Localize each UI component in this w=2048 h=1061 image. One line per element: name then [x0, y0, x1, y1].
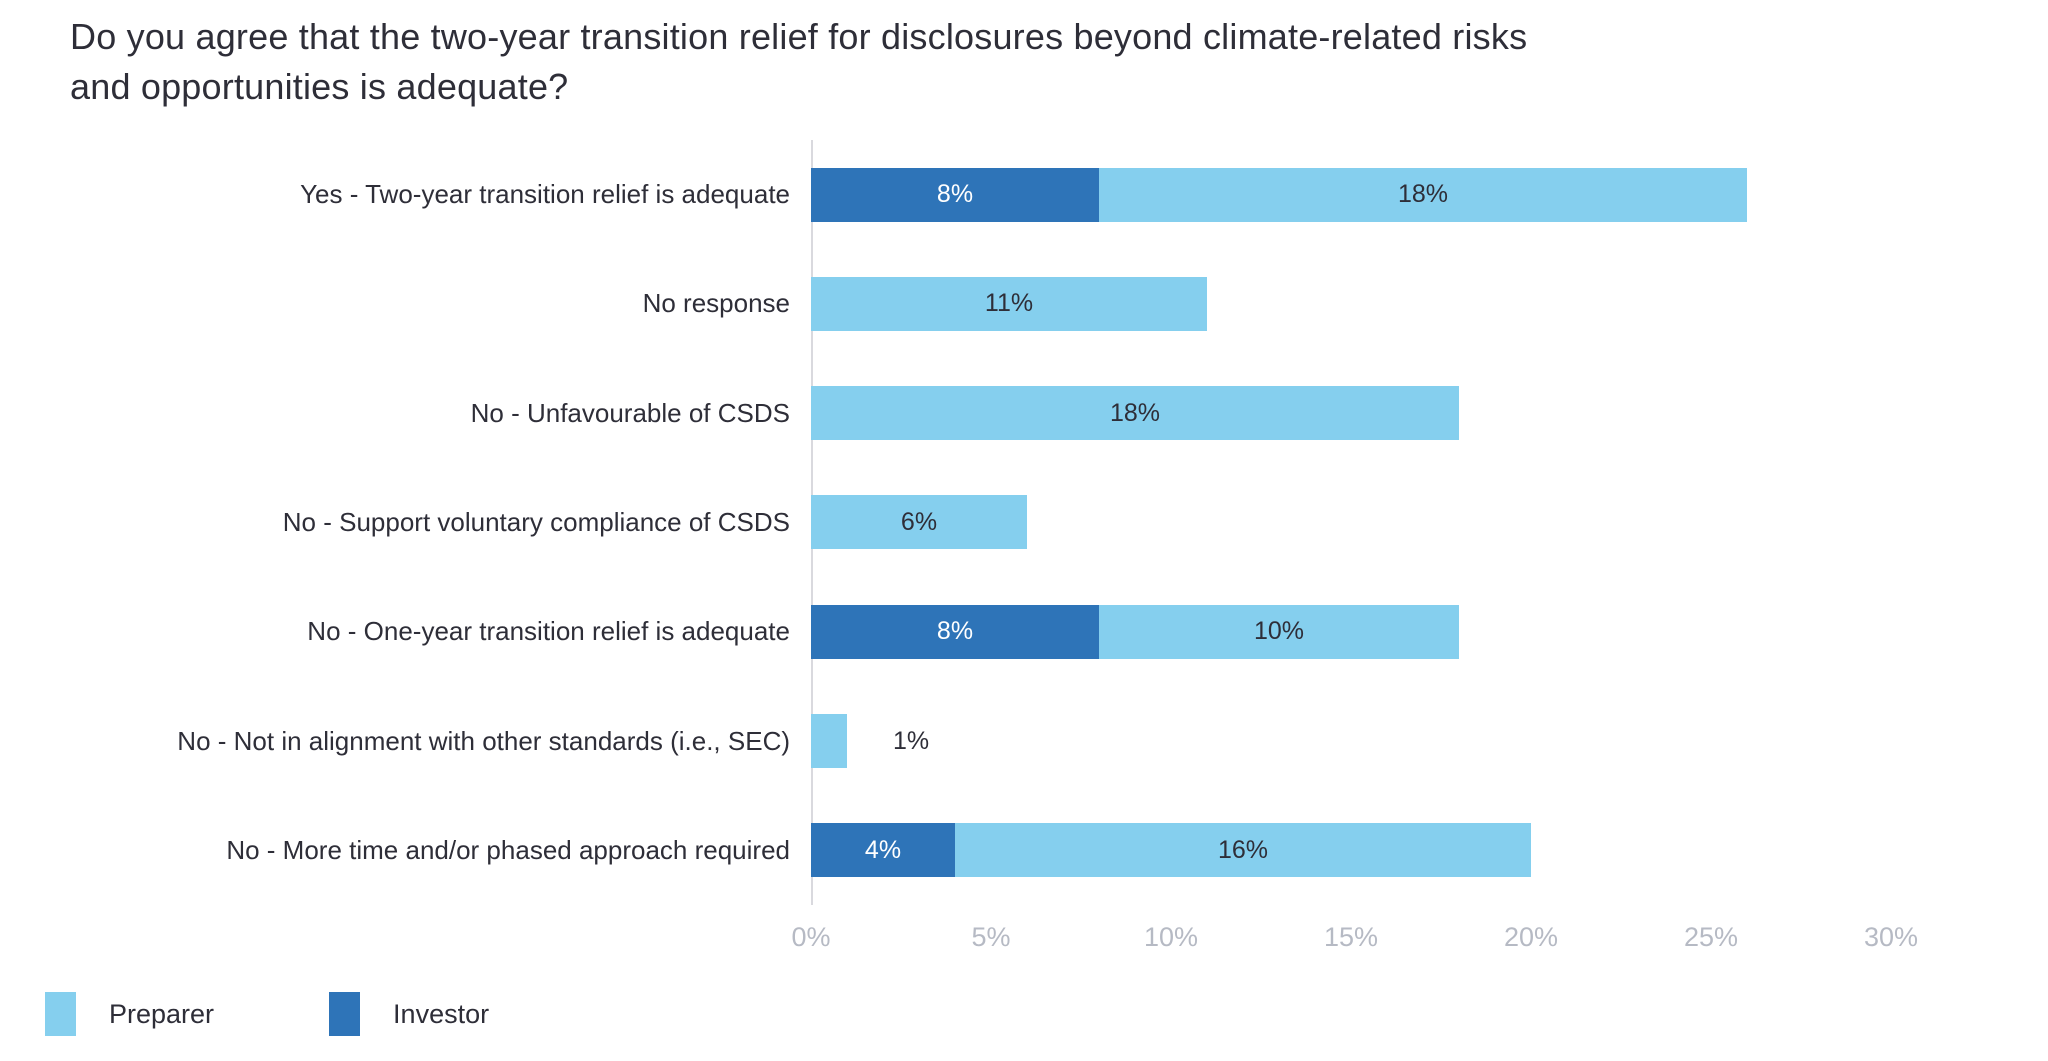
- chart-title-line2: and opportunities is adequate?: [70, 66, 569, 107]
- chart-row: No - Not in alignment with other standar…: [0, 686, 2048, 795]
- bar-segment-preparer: 18%: [811, 386, 1459, 441]
- bar-track: 18%: [811, 386, 2048, 441]
- bar-segment-preparer: 6%: [811, 495, 1027, 550]
- stacked-bar-chart: Yes - Two-year transition relief is adeq…: [0, 140, 2048, 905]
- legend-swatch-investor: [329, 992, 361, 1036]
- bar-value-label-outside: 1%: [893, 726, 930, 755]
- bar-track: 11%: [811, 276, 2048, 331]
- category-label: No response: [642, 288, 790, 319]
- bar-segment-preparer: 16%: [955, 823, 1531, 878]
- legend-item: Preparer: [45, 992, 214, 1036]
- chart-row: No - Unfavourable of CSDS 18%: [0, 359, 2048, 468]
- x-axis-tick-label: 25%: [1683, 922, 1739, 952]
- legend-label: Preparer: [109, 998, 215, 1029]
- category-label: No - Support voluntary compliance of CSD…: [282, 506, 790, 537]
- chart-row: No - One-year transition relief is adequ…: [0, 577, 2048, 686]
- category-label: No - Not in alignment with other standar…: [177, 725, 790, 756]
- x-axis-tick-labels: 0% 5% 10% 15% 20% 25% 30%: [0, 922, 2048, 962]
- bar-segment-preparer: 10%: [1099, 604, 1459, 659]
- chart-row: No - Support voluntary compliance of CSD…: [0, 468, 2048, 577]
- category-label: No - Unfavourable of CSDS: [470, 397, 790, 428]
- bar-segment-preparer: 11%: [811, 276, 1207, 331]
- chart-title-line1: Do you agree that the two-year transitio…: [70, 16, 1528, 57]
- x-axis-tick-label: 0%: [791, 922, 831, 952]
- bar-segment-preparer: [811, 714, 847, 769]
- x-axis-tick-label: 30%: [1863, 922, 1919, 952]
- category-label: Yes - Two-year transition relief is adeq…: [300, 179, 790, 210]
- bar-track: 1%: [811, 714, 2048, 769]
- bar-segment-investor: 8%: [811, 167, 1099, 222]
- bar-track: 4% 16%: [811, 823, 2048, 878]
- chart-rows: Yes - Two-year transition relief is adeq…: [0, 140, 2048, 905]
- bar-segment-investor: 8%: [811, 604, 1099, 659]
- legend: Preparer Investor: [45, 992, 489, 1036]
- chart-title: Do you agree that the two-year transitio…: [70, 12, 1527, 112]
- category-label: No - One-year transition relief is adequ…: [307, 616, 790, 647]
- legend-label: Investor: [393, 998, 490, 1029]
- chart-row: No - More time and/or phased approach re…: [0, 796, 2048, 905]
- chart-row: No response 11%: [0, 249, 2048, 358]
- legend-item: Investor: [329, 992, 489, 1036]
- x-axis-tick-label: 15%: [1323, 922, 1379, 952]
- bar-track: 6%: [811, 495, 2048, 550]
- bar-segment-preparer: 18%: [1099, 167, 1747, 222]
- chart-row: Yes - Two-year transition relief is adeq…: [0, 140, 2048, 249]
- bar-track: 8% 18%: [811, 167, 2048, 222]
- bar-segment-investor: 4%: [811, 823, 955, 878]
- x-axis-tick-label: 5%: [971, 922, 1011, 952]
- legend-swatch-preparer: [45, 992, 76, 1036]
- x-axis-tick-label: 10%: [1143, 922, 1199, 952]
- x-axis-tick-label: 20%: [1503, 922, 1559, 952]
- bar-track: 8% 10%: [811, 604, 2048, 659]
- category-label: No - More time and/or phased approach re…: [226, 834, 790, 865]
